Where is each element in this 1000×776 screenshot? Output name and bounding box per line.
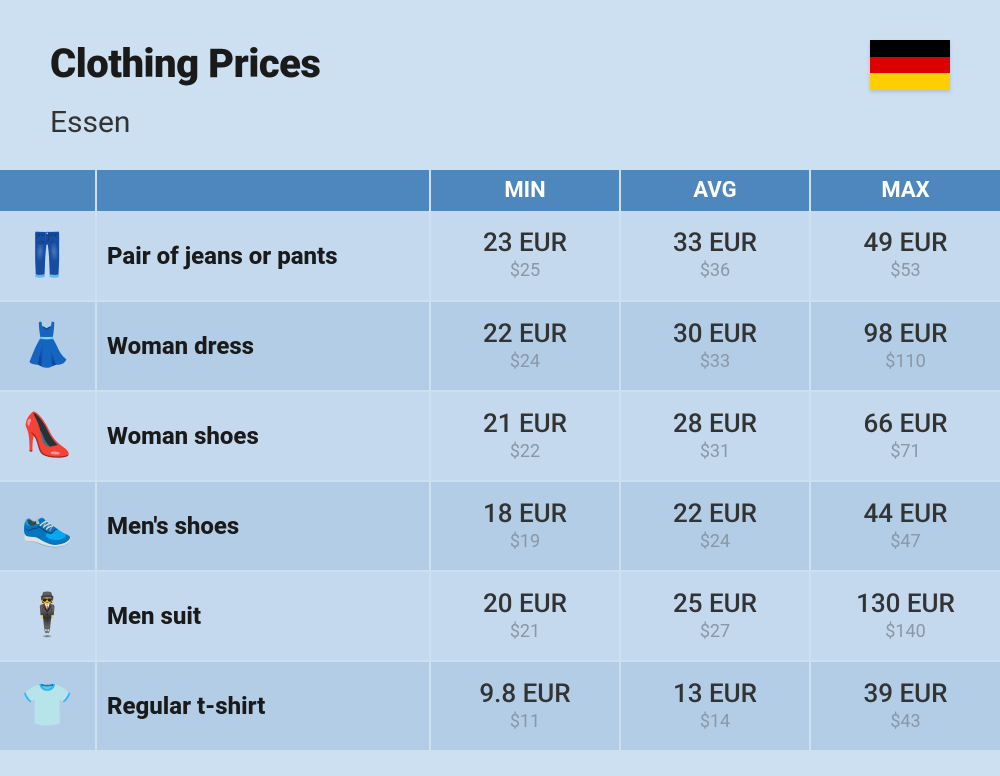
min-cell: 22 EUR$24 bbox=[430, 301, 620, 391]
avg-usd: $14 bbox=[621, 710, 809, 733]
min-cell: 18 EUR$19 bbox=[430, 481, 620, 571]
item-icon: 🕴️ bbox=[0, 571, 96, 661]
max-cell: 39 EUR$43 bbox=[810, 661, 1000, 751]
page-title: Clothing Prices bbox=[50, 40, 320, 87]
table-body: 👖Pair of jeans or pants23 EUR$2533 EUR$3… bbox=[0, 211, 1000, 751]
table-row: 👕Regular t-shirt9.8 EUR$1113 EUR$1439 EU… bbox=[0, 661, 1000, 751]
max-usd: $47 bbox=[811, 530, 1000, 553]
avg-eur: 13 EUR bbox=[621, 679, 809, 710]
max-eur: 44 EUR bbox=[811, 499, 1000, 530]
max-cell: 98 EUR$110 bbox=[810, 301, 1000, 391]
max-cell: 49 EUR$53 bbox=[810, 211, 1000, 301]
min-usd: $11 bbox=[431, 710, 619, 733]
min-usd: $22 bbox=[431, 440, 619, 463]
max-usd: $53 bbox=[811, 259, 1000, 282]
avg-eur: 22 EUR bbox=[621, 499, 809, 530]
table-row: 👟Men's shoes18 EUR$1922 EUR$2444 EUR$47 bbox=[0, 481, 1000, 571]
max-usd: $140 bbox=[811, 620, 1000, 643]
title-block: Clothing Prices Essen bbox=[50, 40, 320, 140]
item-icon: 👠 bbox=[0, 391, 96, 481]
min-usd: $24 bbox=[431, 350, 619, 373]
max-eur: 39 EUR bbox=[811, 679, 1000, 710]
min-cell: 21 EUR$22 bbox=[430, 391, 620, 481]
item-icon: 👕 bbox=[0, 661, 96, 751]
table-row: 👗Woman dress22 EUR$2430 EUR$3398 EUR$110 bbox=[0, 301, 1000, 391]
table-header: MIN AVG MAX bbox=[0, 170, 1000, 211]
max-usd: $110 bbox=[811, 350, 1000, 373]
header: Clothing Prices Essen bbox=[0, 0, 1000, 170]
item-name: Regular t-shirt bbox=[96, 661, 430, 751]
item-name: Woman dress bbox=[96, 301, 430, 391]
min-cell: 9.8 EUR$11 bbox=[430, 661, 620, 751]
flag-icon bbox=[870, 40, 950, 90]
min-usd: $25 bbox=[431, 259, 619, 282]
flag-stripe-2 bbox=[870, 57, 950, 74]
min-eur: 9.8 EUR bbox=[431, 679, 619, 710]
col-icon bbox=[0, 170, 96, 211]
col-avg: AVG bbox=[620, 170, 810, 211]
item-icon: 👗 bbox=[0, 301, 96, 391]
item-name: Woman shoes bbox=[96, 391, 430, 481]
avg-eur: 25 EUR bbox=[621, 589, 809, 620]
min-eur: 20 EUR bbox=[431, 589, 619, 620]
item-icon: 👖 bbox=[0, 211, 96, 301]
flag-stripe-3 bbox=[870, 73, 950, 90]
max-usd: $43 bbox=[811, 710, 1000, 733]
avg-cell: 22 EUR$24 bbox=[620, 481, 810, 571]
flag-stripe-1 bbox=[870, 40, 950, 57]
min-eur: 18 EUR bbox=[431, 499, 619, 530]
avg-cell: 13 EUR$14 bbox=[620, 661, 810, 751]
avg-cell: 30 EUR$33 bbox=[620, 301, 810, 391]
min-cell: 20 EUR$21 bbox=[430, 571, 620, 661]
table-row: 👖Pair of jeans or pants23 EUR$2533 EUR$3… bbox=[0, 211, 1000, 301]
avg-eur: 30 EUR bbox=[621, 319, 809, 350]
avg-usd: $31 bbox=[621, 440, 809, 463]
avg-cell: 25 EUR$27 bbox=[620, 571, 810, 661]
avg-usd: $36 bbox=[621, 259, 809, 282]
table-row: 👠Woman shoes21 EUR$2228 EUR$3166 EUR$71 bbox=[0, 391, 1000, 481]
col-max: MAX bbox=[810, 170, 1000, 211]
min-eur: 22 EUR bbox=[431, 319, 619, 350]
item-name: Pair of jeans or pants bbox=[96, 211, 430, 301]
max-eur: 49 EUR bbox=[811, 228, 1000, 259]
avg-usd: $27 bbox=[621, 620, 809, 643]
max-cell: 130 EUR$140 bbox=[810, 571, 1000, 661]
item-name: Men's shoes bbox=[96, 481, 430, 571]
col-name bbox=[96, 170, 430, 211]
avg-eur: 28 EUR bbox=[621, 409, 809, 440]
avg-cell: 28 EUR$31 bbox=[620, 391, 810, 481]
min-eur: 21 EUR bbox=[431, 409, 619, 440]
table-row: 🕴️Men suit20 EUR$2125 EUR$27130 EUR$140 bbox=[0, 571, 1000, 661]
avg-usd: $24 bbox=[621, 530, 809, 553]
avg-usd: $33 bbox=[621, 350, 809, 373]
item-icon: 👟 bbox=[0, 481, 96, 571]
col-min: MIN bbox=[430, 170, 620, 211]
page-subtitle: Essen bbox=[50, 105, 320, 140]
max-usd: $71 bbox=[811, 440, 1000, 463]
max-eur: 130 EUR bbox=[811, 589, 1000, 620]
max-cell: 66 EUR$71 bbox=[810, 391, 1000, 481]
min-cell: 23 EUR$25 bbox=[430, 211, 620, 301]
min-eur: 23 EUR bbox=[431, 228, 619, 259]
avg-cell: 33 EUR$36 bbox=[620, 211, 810, 301]
min-usd: $21 bbox=[431, 620, 619, 643]
max-eur: 66 EUR bbox=[811, 409, 1000, 440]
item-name: Men suit bbox=[96, 571, 430, 661]
price-table: MIN AVG MAX 👖Pair of jeans or pants23 EU… bbox=[0, 170, 1000, 752]
min-usd: $19 bbox=[431, 530, 619, 553]
avg-eur: 33 EUR bbox=[621, 228, 809, 259]
max-eur: 98 EUR bbox=[811, 319, 1000, 350]
max-cell: 44 EUR$47 bbox=[810, 481, 1000, 571]
